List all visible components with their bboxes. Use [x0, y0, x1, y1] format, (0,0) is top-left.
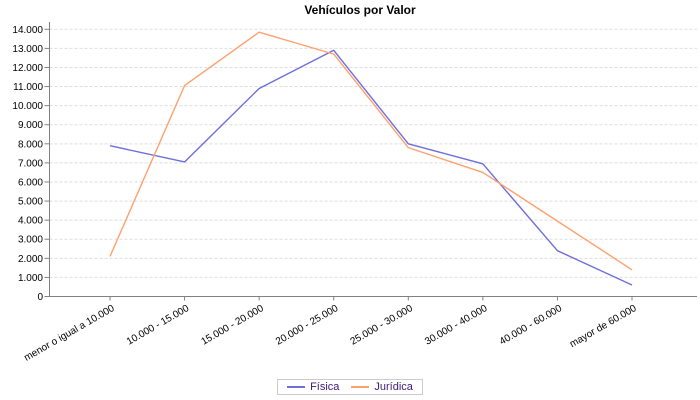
x-category-label: mayor de 60.000 [568, 303, 639, 350]
legend-item-juridica: Jurídica [351, 381, 413, 393]
y-tick-label: 1.000 [18, 273, 43, 284]
legend-label-juridica: Jurídica [374, 381, 413, 393]
x-category-label: menor o igual a 10.000 [22, 303, 116, 364]
series-line-juridica [109, 31, 633, 271]
x-category-label: 10.000 - 15.000 [125, 303, 192, 348]
y-tick-label: 6.000 [18, 177, 43, 188]
y-tick-label: 3.000 [18, 235, 43, 246]
series-line-fisica [109, 49, 633, 286]
legend-label-fisica: Física [310, 381, 340, 393]
y-tick-label: 2.000 [18, 254, 43, 265]
fisica-line-swatch [287, 386, 306, 388]
x-category-label: 25.000 - 30.000 [349, 303, 416, 348]
x-category-label: 20.000 - 25.000 [274, 303, 341, 348]
y-tick-label: 11.000 [13, 82, 43, 93]
x-category-label: 15.000 - 20.000 [199, 303, 266, 348]
chart-title: Vehículos por Valor [304, 3, 416, 17]
juridica-line-swatch [351, 386, 370, 388]
legend-item-fisica: Física [287, 381, 339, 393]
y-tick-label: 7.000 [18, 158, 43, 169]
y-tick-label: 14.000 [12, 25, 43, 36]
y-tick-label: 10.000 [12, 101, 43, 112]
legend-box: Física Jurídica [277, 379, 423, 395]
y-tick-label: 0 [37, 292, 43, 303]
y-tick-label: 4.000 [18, 216, 43, 227]
y-tick-label: 9.000 [18, 120, 43, 131]
x-category-label: 30.000 - 40.000 [423, 303, 490, 348]
legend: Física Jurídica [0, 379, 700, 395]
y-tick-label: 5.000 [18, 197, 43, 208]
x-category-label: 40.000 - 60.000 [498, 303, 565, 348]
y-tick-label: 8.000 [18, 139, 43, 150]
y-tick-label: 13.000 [12, 44, 43, 55]
y-tick-label: 12.000 [12, 63, 43, 74]
